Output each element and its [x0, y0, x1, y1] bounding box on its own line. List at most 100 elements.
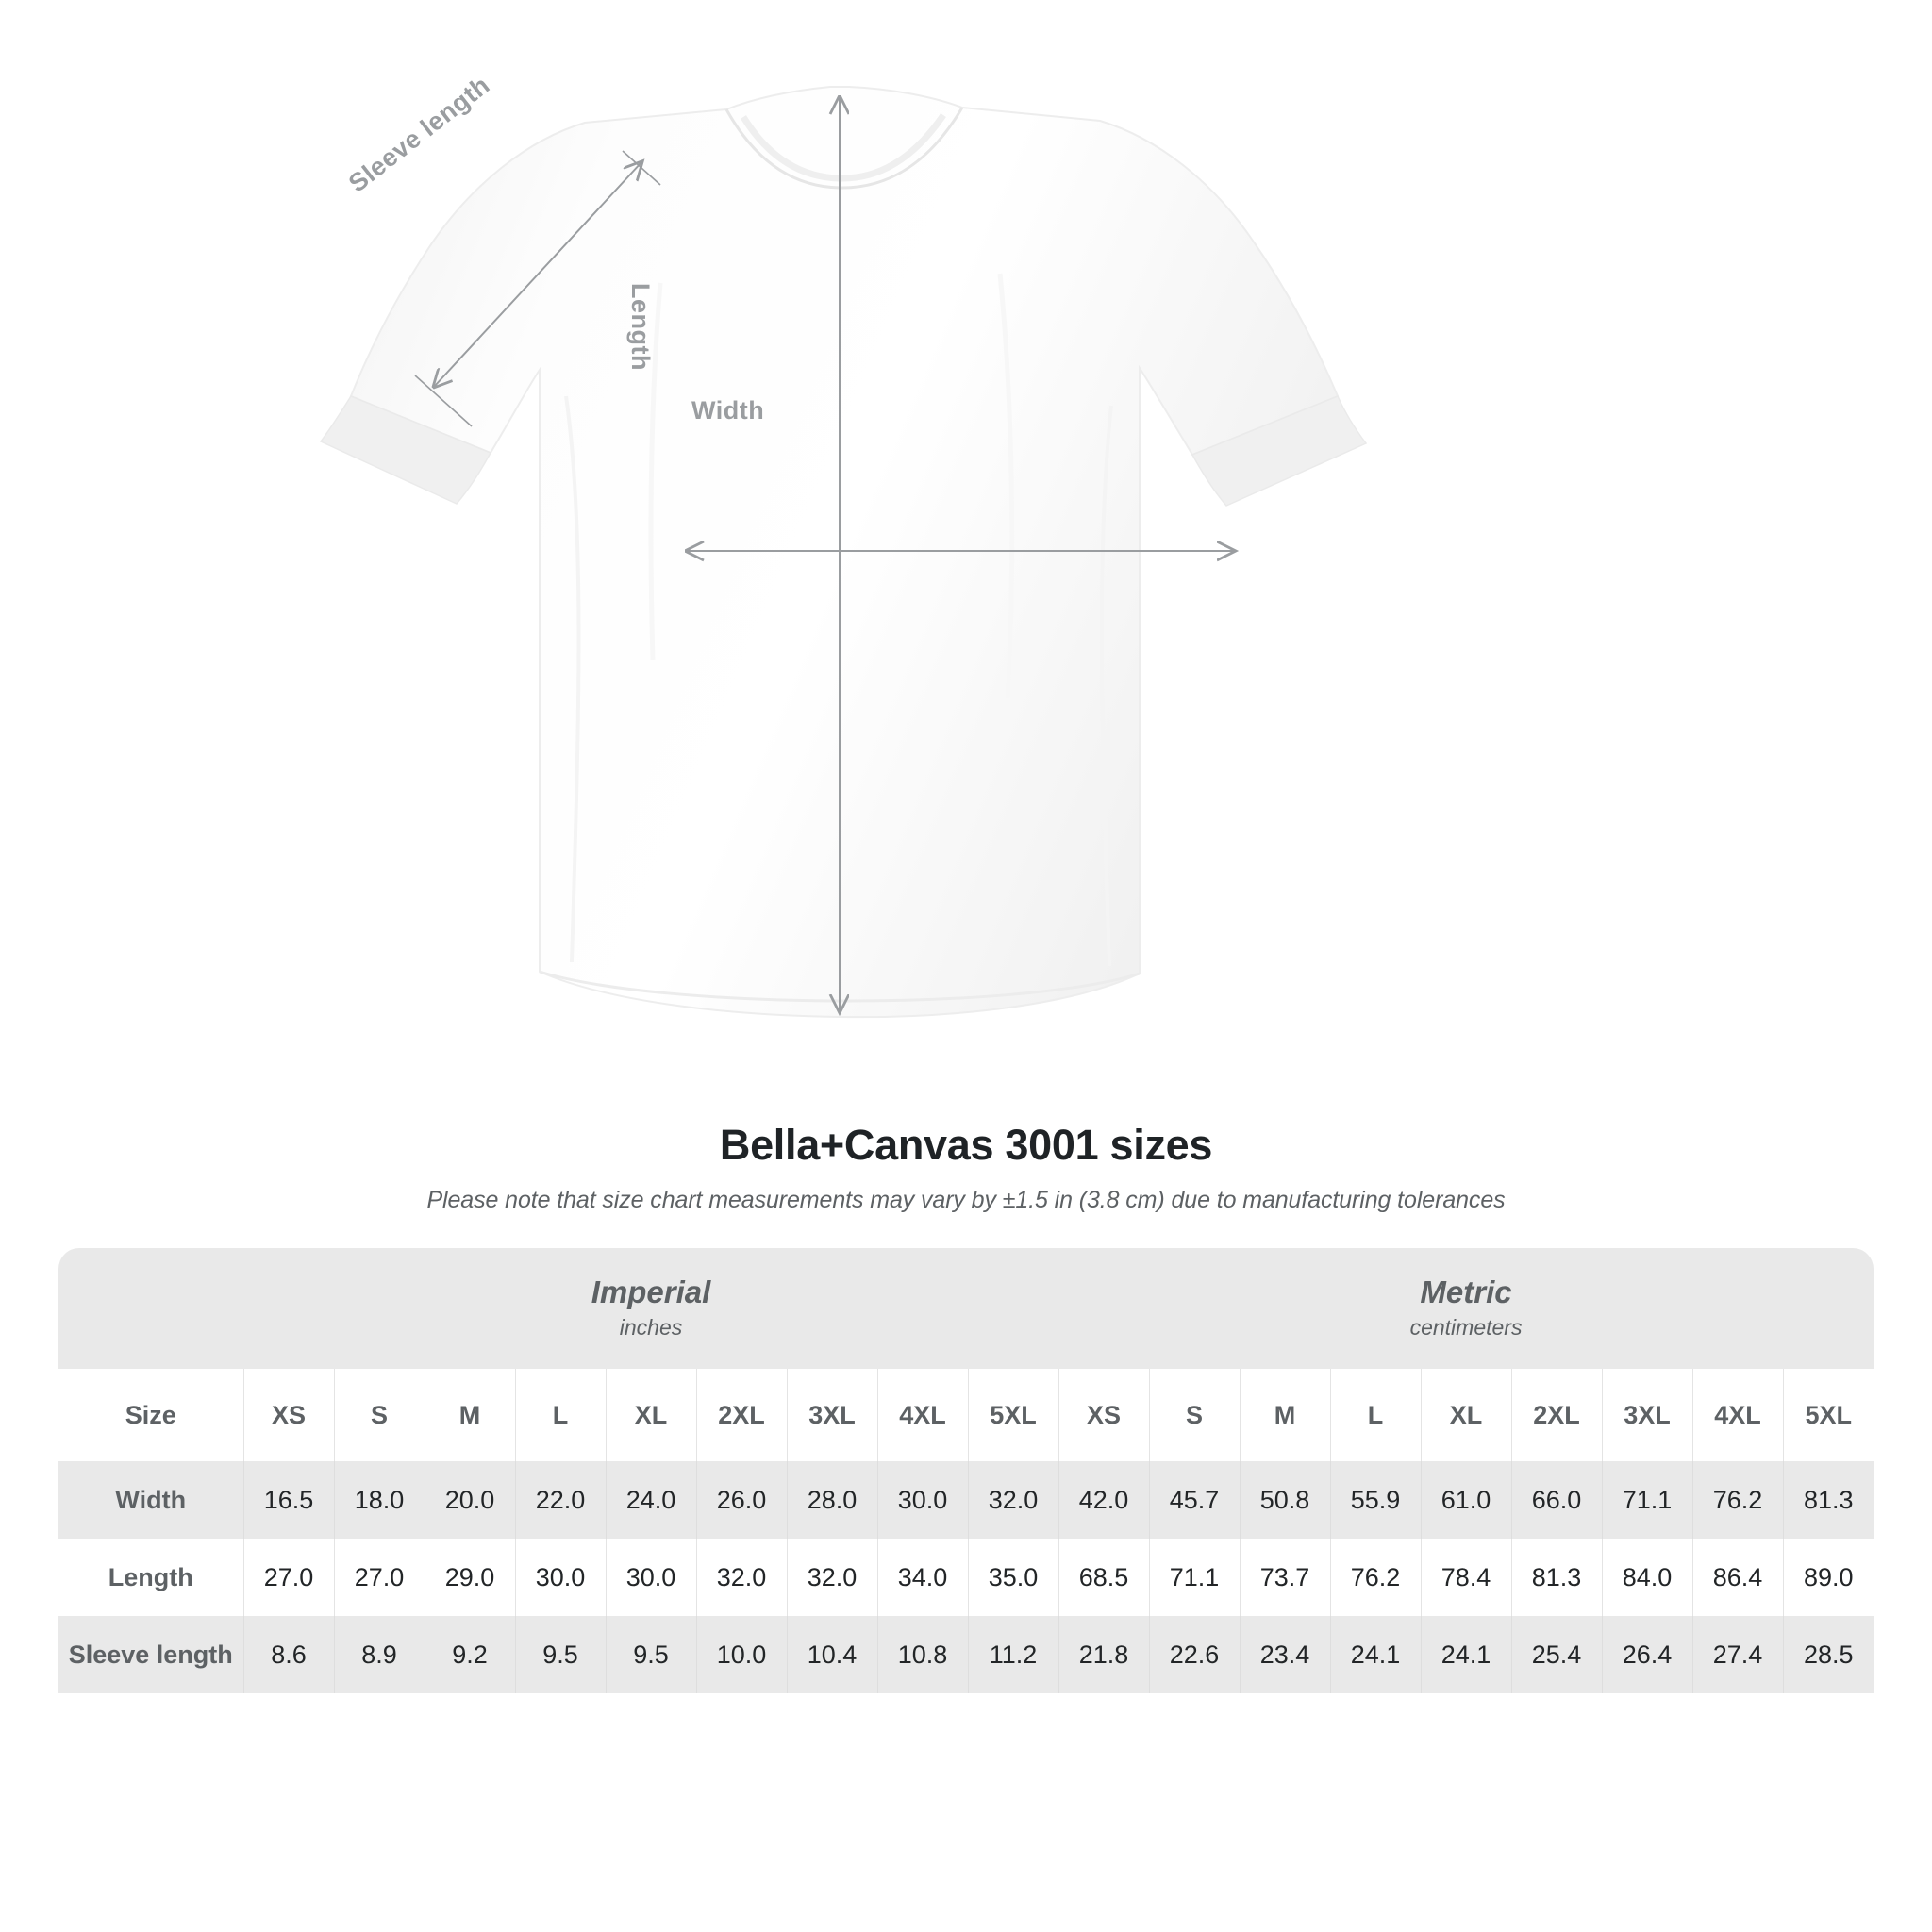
measurement-cell: 78.4: [1420, 1539, 1511, 1616]
measurement-cell: 27.0: [333, 1539, 425, 1616]
sleeve-tick-lower: [414, 375, 473, 427]
size-chart-table: Imperial inches Metric centimeters Size XS S M L…: [58, 1248, 1874, 1693]
measurement-cell: 35.0: [967, 1539, 1058, 1616]
measurement-cell: 24.0: [605, 1461, 696, 1539]
size-header-cell: XS: [242, 1369, 334, 1461]
measurement-cell: 76.2: [1691, 1461, 1783, 1539]
size-header-cell: 2XL: [695, 1369, 787, 1461]
table-row: Sleeve length 8.6 8.9 9.2 9.5 9.5 10.0 10.4 10.8…: [58, 1616, 1874, 1693]
measurement-cell: 23.4: [1239, 1616, 1330, 1693]
measurement-cell: 34.0: [876, 1539, 968, 1616]
size-table-section: Imperial inches Metric centimeters Size XS S M L…: [0, 1248, 1932, 1693]
row-header-width: Width: [58, 1461, 243, 1539]
measurement-cell: 16.5: [242, 1461, 334, 1539]
measurement-cell: 28.0: [786, 1461, 877, 1539]
unit-group-imperial: Imperial inches: [243, 1248, 1058, 1369]
measurement-cell: 9.2: [424, 1616, 515, 1693]
measurement-cell: 8.9: [333, 1616, 425, 1693]
measurement-cell: 30.0: [876, 1461, 968, 1539]
measurement-cell: 89.0: [1782, 1539, 1874, 1616]
measurement-cell: 86.4: [1691, 1539, 1783, 1616]
measurement-cell: 81.3: [1510, 1539, 1602, 1616]
measurement-cell: 22.6: [1148, 1616, 1240, 1693]
measurement-cell: 22.0: [514, 1461, 606, 1539]
unit-group-unit: inches: [619, 1315, 683, 1341]
measurement-cell: 9.5: [514, 1616, 606, 1693]
size-header-cell: 5XL: [1782, 1369, 1874, 1461]
tshirt-diagram: [319, 86, 1368, 1019]
measurement-cell: 24.1: [1420, 1616, 1511, 1693]
measurement-cell: 32.0: [695, 1539, 787, 1616]
left-sleeve-hem: [319, 395, 492, 505]
size-header-cell: XL: [1420, 1369, 1511, 1461]
measurement-cell: 61.0: [1420, 1461, 1511, 1539]
unit-group-name: Metric: [1420, 1274, 1512, 1310]
measurement-cell: 27.4: [1691, 1616, 1783, 1693]
measurement-cell: 81.3: [1782, 1461, 1874, 1539]
measurement-cell: 32.0: [786, 1539, 877, 1616]
size-header-row: Size XS S M L XL 2XL 3XL 4XL 5XL XS S M L XL 2XL 3XL 4XL 5…: [58, 1369, 1874, 1461]
tshirt-body: [349, 86, 1340, 1019]
measurement-cell: 55.9: [1329, 1461, 1421, 1539]
measurement-cell: 84.0: [1601, 1539, 1692, 1616]
measurement-cell: 28.5: [1782, 1616, 1874, 1693]
unit-row-spacer: [58, 1248, 243, 1369]
measurement-cell: 18.0: [333, 1461, 425, 1539]
measurement-cell: 30.0: [605, 1539, 696, 1616]
unit-group-unit: centimeters: [1409, 1315, 1523, 1341]
measurement-cell: 68.5: [1058, 1539, 1149, 1616]
row-header-length: Length: [58, 1539, 243, 1616]
measurement-cell: 24.1: [1329, 1616, 1421, 1693]
size-header-cell: M: [424, 1369, 515, 1461]
size-header-cell: L: [514, 1369, 606, 1461]
size-header-cell: L: [1329, 1369, 1421, 1461]
table-row: Width 16.5 18.0 20.0 22.0 24.0 26.0 28.0 30.0 32.…: [58, 1461, 1874, 1539]
right-sleeve-hem: [1191, 395, 1368, 507]
size-header-cell: 5XL: [967, 1369, 1058, 1461]
size-header-cell: M: [1239, 1369, 1330, 1461]
measurement-cell: 50.8: [1239, 1461, 1330, 1539]
table-row: Length 27.0 27.0 29.0 30.0 30.0 32.0 32.0 34.0 35…: [58, 1539, 1874, 1616]
measurement-cell: 73.7: [1239, 1539, 1330, 1616]
size-header-cell: XS: [1058, 1369, 1149, 1461]
size-header-cell: 4XL: [876, 1369, 968, 1461]
page-subtitle: Please note that size chart measurements…: [426, 1187, 1506, 1213]
measurement-cell: 10.4: [786, 1616, 877, 1693]
width-label: Width: [691, 396, 765, 425]
row-header-sleeve-length: Sleeve length: [58, 1616, 243, 1693]
measurement-cell: 71.1: [1601, 1461, 1692, 1539]
measurement-cell: 10.8: [876, 1616, 968, 1693]
measurement-cell: 11.2: [967, 1616, 1058, 1693]
measurement-cell: 29.0: [424, 1539, 515, 1616]
measurement-cell: 26.4: [1601, 1616, 1692, 1693]
unit-group-metric: Metric centimeters: [1058, 1248, 1874, 1369]
sleeve-tick-upper: [622, 150, 661, 186]
title-block: Bella+Canvas 3001 sizes Please note that…: [0, 1113, 1932, 1214]
measurement-cell: 9.5: [605, 1616, 696, 1693]
size-header-cell: 3XL: [1601, 1369, 1692, 1461]
measurement-cell: 8.6: [242, 1616, 334, 1693]
measurement-cell: 30.0: [514, 1539, 606, 1616]
measurement-cell: 32.0: [967, 1461, 1058, 1539]
size-header-cell: S: [1148, 1369, 1240, 1461]
size-header-cell: 3XL: [786, 1369, 877, 1461]
size-row-header: Size: [58, 1369, 243, 1461]
measurement-cell: 27.0: [242, 1539, 334, 1616]
measurement-guides: [414, 97, 1234, 1011]
measurement-cell: 26.0: [695, 1461, 787, 1539]
size-header-cell: 2XL: [1510, 1369, 1602, 1461]
measurement-cell: 20.0: [424, 1461, 515, 1539]
tshirt-silhouette: [319, 86, 1368, 1019]
length-label: Length: [626, 283, 655, 371]
unit-group-name: Imperial: [591, 1274, 711, 1310]
garment-illustration-section: Sleeve length Length Width: [319, 71, 1368, 1019]
measurement-cell: 45.7: [1148, 1461, 1240, 1539]
measurement-cell: 21.8: [1058, 1616, 1149, 1693]
size-header-cell: 4XL: [1691, 1369, 1783, 1461]
size-header-cell: XL: [605, 1369, 696, 1461]
measurement-cell: 42.0: [1058, 1461, 1149, 1539]
sleeve-length-arrow: [434, 162, 641, 387]
measurement-cell: 71.1: [1148, 1539, 1240, 1616]
measurement-cell: 66.0: [1510, 1461, 1602, 1539]
size-header-cell: S: [333, 1369, 425, 1461]
